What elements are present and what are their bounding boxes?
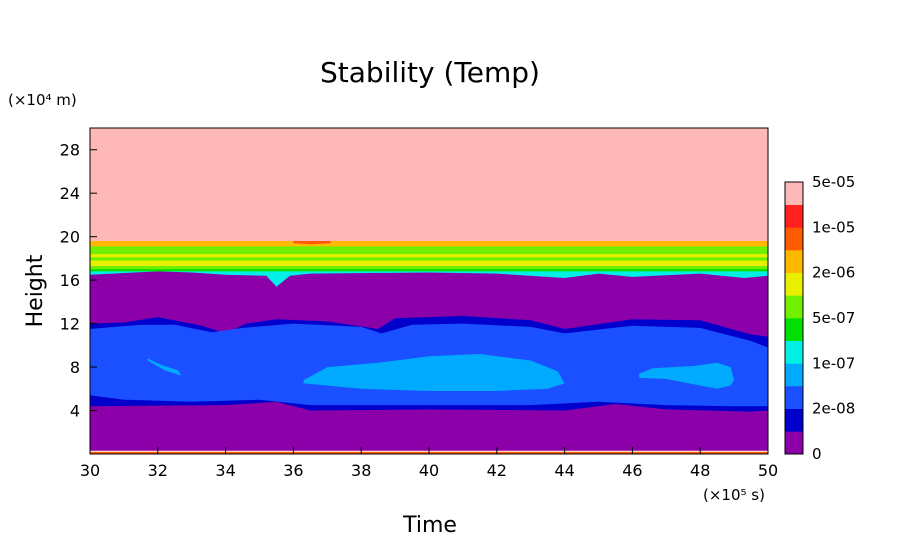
y-unit-label: (×10⁴ m) [8,91,77,109]
contour-band-level-4 [90,269,768,287]
x-tick-label: 34 [215,461,235,480]
colorbar-swatch [785,295,803,319]
colorbar-swatch [785,318,803,341]
y-tick-label: 24 [60,184,80,203]
colorbar-label: 5e-05 [812,173,855,191]
colorbar-swatch [785,272,803,296]
colorbar-frame [784,181,804,455]
colorbar-swatch [785,408,803,432]
y-axis: 4 8 12 16 20 24 28 [60,141,97,421]
x-tick-label: 50 [758,461,778,480]
colorbar-swatch [785,204,803,228]
x-tick-label: 32 [148,461,168,480]
y-tick-label: 20 [60,228,80,247]
contour-band-level-11 [90,128,768,241]
colorbar-swatch [785,182,803,205]
contour-band-level-3 [639,362,735,389]
x-axis-title: Time [402,513,457,538]
colorbar-label: 5e-07 [812,309,855,327]
contour-band-level-6 [90,257,768,261]
y-tick-label: 12 [60,315,80,334]
y-tick-label: 16 [60,271,80,290]
y-axis-title: Height [23,254,48,327]
x-unit-label: (×10⁵ s) [703,486,765,504]
x-tick-label: 46 [622,461,642,480]
colorbar-swatch [785,363,803,387]
colorbar-swatch [785,386,803,409]
x-tick-label: 40 [419,461,439,480]
contour-plot-area [90,128,768,454]
y-tick-label: 28 [60,141,80,160]
y-tick-label: 8 [70,358,80,377]
colorbar-swatch [785,227,803,251]
chart-title: Stability (Temp) [320,56,540,89]
x-tick-label: 30 [80,461,100,480]
colorbar-swatch [785,431,803,455]
contour-band-level-8 [90,241,768,247]
y-tick-label: 4 [70,402,80,421]
x-tick-label: 42 [487,461,507,480]
colorbar-label: 1e-07 [812,354,855,372]
x-tick-label: 48 [690,461,710,480]
x-tick-label: 38 [351,461,371,480]
x-tick-label: 36 [283,461,303,480]
colorbar-swatch [785,340,803,364]
contour-band-level-3 [147,358,182,376]
contour-band-level-3 [303,354,565,391]
contour-band-level-9 [293,241,331,245]
x-tick-label: 44 [554,461,574,480]
colorbar-label: 1e-05 [812,218,855,236]
colorbar-legend: 0 2e-08 1e-07 5e-07 2e-06 1e-05 5e-05 [784,173,855,463]
x-axis: 30 32 34 36 38 40 42 44 46 48 50 [80,447,778,480]
colorbar-label: 0 [812,445,822,463]
colorbar-swatch [785,250,803,273]
colorbar-label: 2e-08 [812,400,855,418]
colorbar-label: 2e-06 [812,264,855,282]
